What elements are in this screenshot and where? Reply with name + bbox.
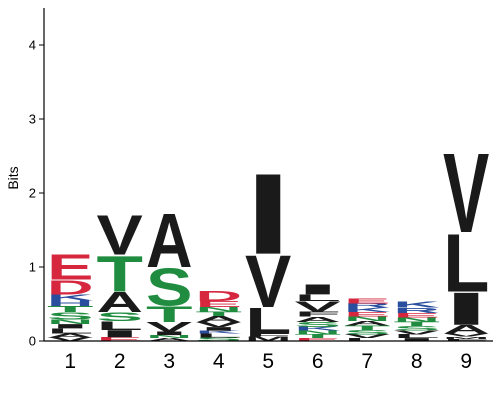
- logo-letter-n: N: [394, 316, 441, 323]
- axes: [43, 8, 493, 342]
- logo-letter-v: V: [47, 336, 94, 342]
- logo-letter-t: T: [394, 321, 441, 328]
- logo-letter-r: R: [394, 306, 440, 314]
- y-tick-label: 4: [29, 38, 36, 53]
- y-tick-label: 1: [29, 260, 36, 275]
- x-tick-label: 9: [460, 350, 472, 373]
- logo-letter-t: T: [344, 324, 391, 331]
- logo-letter-s: S: [146, 258, 193, 317]
- logo-letter-d: D: [47, 276, 94, 299]
- logo-letter-f: F: [245, 333, 291, 338]
- logo-letter-l: L: [443, 217, 489, 309]
- x-tick-label: 7: [361, 350, 373, 373]
- logo-letter-e: E: [97, 336, 143, 342]
- logo-letter-i: I: [245, 150, 291, 278]
- logo-letter-e: E: [47, 247, 94, 287]
- logo-letter-v: V: [394, 330, 441, 336]
- logo-letter-s: S: [295, 320, 342, 328]
- logo-letter-e: E: [196, 300, 243, 309]
- logo-letter-v: V: [146, 319, 192, 334]
- logo-letter-a: A: [47, 333, 93, 339]
- logo-letter-n: N: [196, 306, 243, 313]
- logo-letter-k: K: [295, 326, 342, 332]
- logo-letter-i: I: [196, 326, 242, 332]
- y-tick-label: 0: [29, 334, 36, 349]
- logo-letter-a: A: [295, 315, 341, 323]
- y-axis-ticks: 0 1 2 3 4: [29, 38, 44, 349]
- logo-letter-l: L: [97, 319, 144, 333]
- logo-letter-l: L: [47, 327, 93, 335]
- logo-letter-k: K: [47, 293, 93, 302]
- logo-letter-k: K: [344, 307, 391, 314]
- logo-letter-n: N: [295, 330, 341, 336]
- logo-letter-n: N: [344, 315, 391, 322]
- logo-letter-s: S: [344, 329, 390, 336]
- logo-letter-k: K: [196, 330, 243, 335]
- y-axis-title: Bits: [5, 166, 21, 189]
- x-tick-label: 1: [64, 350, 76, 373]
- logo-letter-t: T: [295, 333, 342, 339]
- logo-letters: VALINSTHKDEEILSATVANIVTSASLKIVATNEDMFLVI…: [47, 130, 490, 343]
- logo-letter-s: S: [394, 325, 440, 332]
- x-tick-label: 2: [114, 350, 126, 373]
- logo-letter-l: L: [245, 300, 291, 341]
- logo-letter-v: V: [196, 321, 242, 329]
- logo-letter-i: I: [47, 323, 93, 330]
- logo-letter-m: M: [245, 336, 291, 343]
- logo-letter-n: N: [146, 334, 193, 339]
- logo-letter-e: E: [344, 311, 390, 318]
- x-axis-ticks: 1 2 3 4 5 6 7 8 9: [64, 350, 472, 373]
- logo-letter-a: A: [97, 286, 144, 318]
- logo-letter-a: A: [443, 322, 489, 336]
- logo-letter-t: T: [47, 305, 93, 314]
- x-tick-label: 4: [213, 350, 225, 373]
- logo-letter-n: N: [47, 318, 94, 325]
- logo-letter-v: V: [443, 333, 490, 338]
- logo-letter-s: S: [97, 310, 143, 324]
- x-tick-label: 6: [312, 350, 324, 373]
- logo-letter-a: A: [344, 320, 391, 327]
- logo-letter-l: L: [344, 337, 390, 342]
- logo-letter-t: T: [146, 301, 192, 326]
- logo-letter-f: F: [295, 310, 341, 318]
- logo-letter-k: K: [394, 300, 440, 309]
- logo-letter-i: I: [295, 282, 341, 298]
- logo-letter-a: A: [196, 314, 242, 323]
- x-tick-label: 8: [411, 350, 423, 373]
- x-tick-label: 5: [262, 350, 274, 373]
- y-tick-label: 2: [29, 186, 36, 201]
- logo-letter-l: L: [295, 293, 342, 303]
- x-tick-label: 3: [163, 350, 175, 373]
- logo-letter-t: T: [196, 310, 243, 317]
- logo-letter-l: L: [196, 333, 242, 339]
- logo-letter-a: A: [146, 337, 193, 342]
- logo-letter-e: E: [295, 337, 341, 342]
- logo-letter-d: D: [196, 288, 242, 304]
- logo-letter-v: V: [443, 130, 489, 257]
- logo-letter-i: I: [146, 330, 192, 336]
- logo-letter-i: I: [394, 337, 440, 342]
- y-tick-label: 3: [29, 112, 36, 127]
- logo-letter-s: S: [47, 310, 93, 322]
- logo-letter-t: T: [97, 245, 143, 303]
- logo-letter-h: H: [47, 299, 93, 308]
- logo-letter-v: V: [245, 241, 291, 324]
- logo-letter-f: F: [443, 338, 489, 341]
- logo-letter-i: I: [97, 328, 143, 339]
- logo-letter-e: E: [344, 297, 391, 305]
- logo-letter-l: L: [394, 333, 440, 339]
- logo-letter-v: V: [295, 298, 342, 314]
- logo-letter-v: V: [344, 333, 391, 339]
- logo-letter-a: A: [146, 199, 192, 285]
- logo-letter-v: V: [97, 204, 143, 267]
- logo-letter-s: S: [196, 336, 242, 342]
- logo-letter-m: M: [443, 336, 489, 339]
- logo-letter-r: R: [344, 302, 391, 309]
- logo-letter-e: E: [394, 312, 440, 319]
- logo-letter-i: I: [443, 283, 489, 335]
